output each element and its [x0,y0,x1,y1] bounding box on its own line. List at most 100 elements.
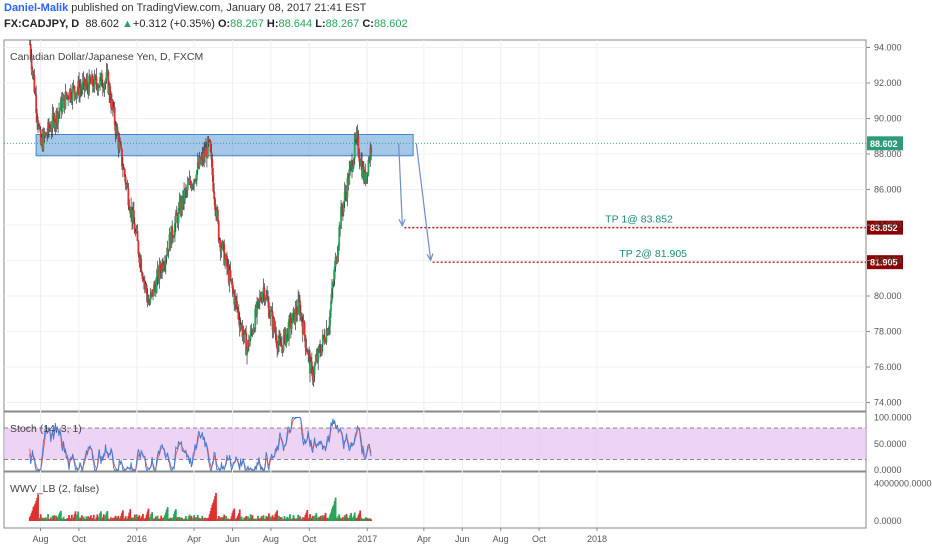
volume-bar [122,517,125,521]
candle-body [313,364,316,375]
candle-body [361,160,363,177]
candle-body [101,86,104,89]
volume-bar [106,510,109,521]
volume-bar [130,518,133,521]
volume-bar [66,518,69,521]
volume-bar [82,516,85,521]
candle-body [134,232,137,234]
volume-bar [74,511,77,521]
volume-bar [274,513,277,521]
resistance-zone [35,133,414,157]
candle-body [303,321,306,336]
volume-bar [327,519,330,521]
volume-bar [345,514,348,521]
candle-body [205,147,208,158]
candle-body [149,294,152,304]
candle-body [223,243,226,265]
candle-body [69,89,71,99]
candle-body [121,148,123,167]
volume-bar [115,518,118,521]
volume-bar [299,518,302,521]
volume-bar [291,517,294,521]
volume-bar [228,518,231,521]
candle-body [129,210,132,214]
x-tick-label: 2017 [357,534,377,544]
volume-bar [330,512,332,521]
volume-bar [42,518,45,521]
volume-bar [279,517,282,521]
volume-bar [329,514,332,521]
candle-body [311,368,314,380]
candle-body [198,156,201,167]
volume-bar [300,519,303,521]
candle-body [362,166,364,177]
candle-body [155,276,158,293]
candle-body [262,287,265,294]
high-label: H: [266,18,279,30]
candle-body [154,286,157,293]
candle-body [74,92,77,98]
candle-body [113,107,116,125]
volume-bar [153,518,155,521]
candle-body [114,124,117,135]
candle-body [292,309,295,313]
candle-body [38,126,41,130]
candle-body [43,132,46,136]
volume-bar [145,514,148,521]
volume-bar [77,511,80,521]
volume-bar [326,517,329,521]
candle-body [60,99,63,112]
volume-bar [208,514,211,521]
volume-bar [308,517,311,521]
last-price-tag-bg [867,136,903,151]
change-up-icon: ▲ [122,18,133,30]
volume-bar [365,517,368,521]
y-tick-label: 92.000 [874,78,902,88]
candle-body [66,95,69,97]
candle-body [190,184,193,189]
target-arrow [415,143,432,261]
candle-body [341,210,344,212]
candle-body [225,255,227,259]
last-price-tag: 88.602 [870,139,898,149]
author-link[interactable]: Daniel-Malik [4,2,69,14]
volume-bar [75,517,78,521]
volume-bar [224,518,227,521]
volume-bar [39,514,42,521]
volume-bar [368,518,371,521]
volume-bar [261,517,264,521]
candle-body [352,158,355,167]
volume-bar [244,517,247,521]
volume-bar [364,517,367,521]
candle-body [274,329,277,335]
volume-bar [114,515,117,521]
volume-bar [354,518,357,521]
candle-body [247,340,249,350]
candle-body [214,199,216,211]
candle-body [215,210,217,217]
volume-bar [249,514,252,521]
volume-bar [361,518,363,521]
candle-body [181,198,184,207]
candle-body [143,280,146,285]
candle-body [253,329,256,331]
candle-body [329,310,332,326]
volume-bar [121,512,123,521]
volume-bar [196,514,199,521]
candle-body [293,309,296,324]
candle-body [326,329,329,335]
volume-bar [256,518,258,521]
volume-bar [159,518,162,521]
candle-body [260,299,263,302]
candle-body [307,351,310,355]
candle-body [350,161,352,165]
volume-bar [164,512,167,521]
candle-body [173,235,175,238]
candle-body [196,162,199,171]
candle-body [370,147,373,154]
volume-bar [195,517,198,521]
volume-bar [266,518,269,521]
volume-bar [341,519,343,521]
volume-bar [284,518,287,521]
